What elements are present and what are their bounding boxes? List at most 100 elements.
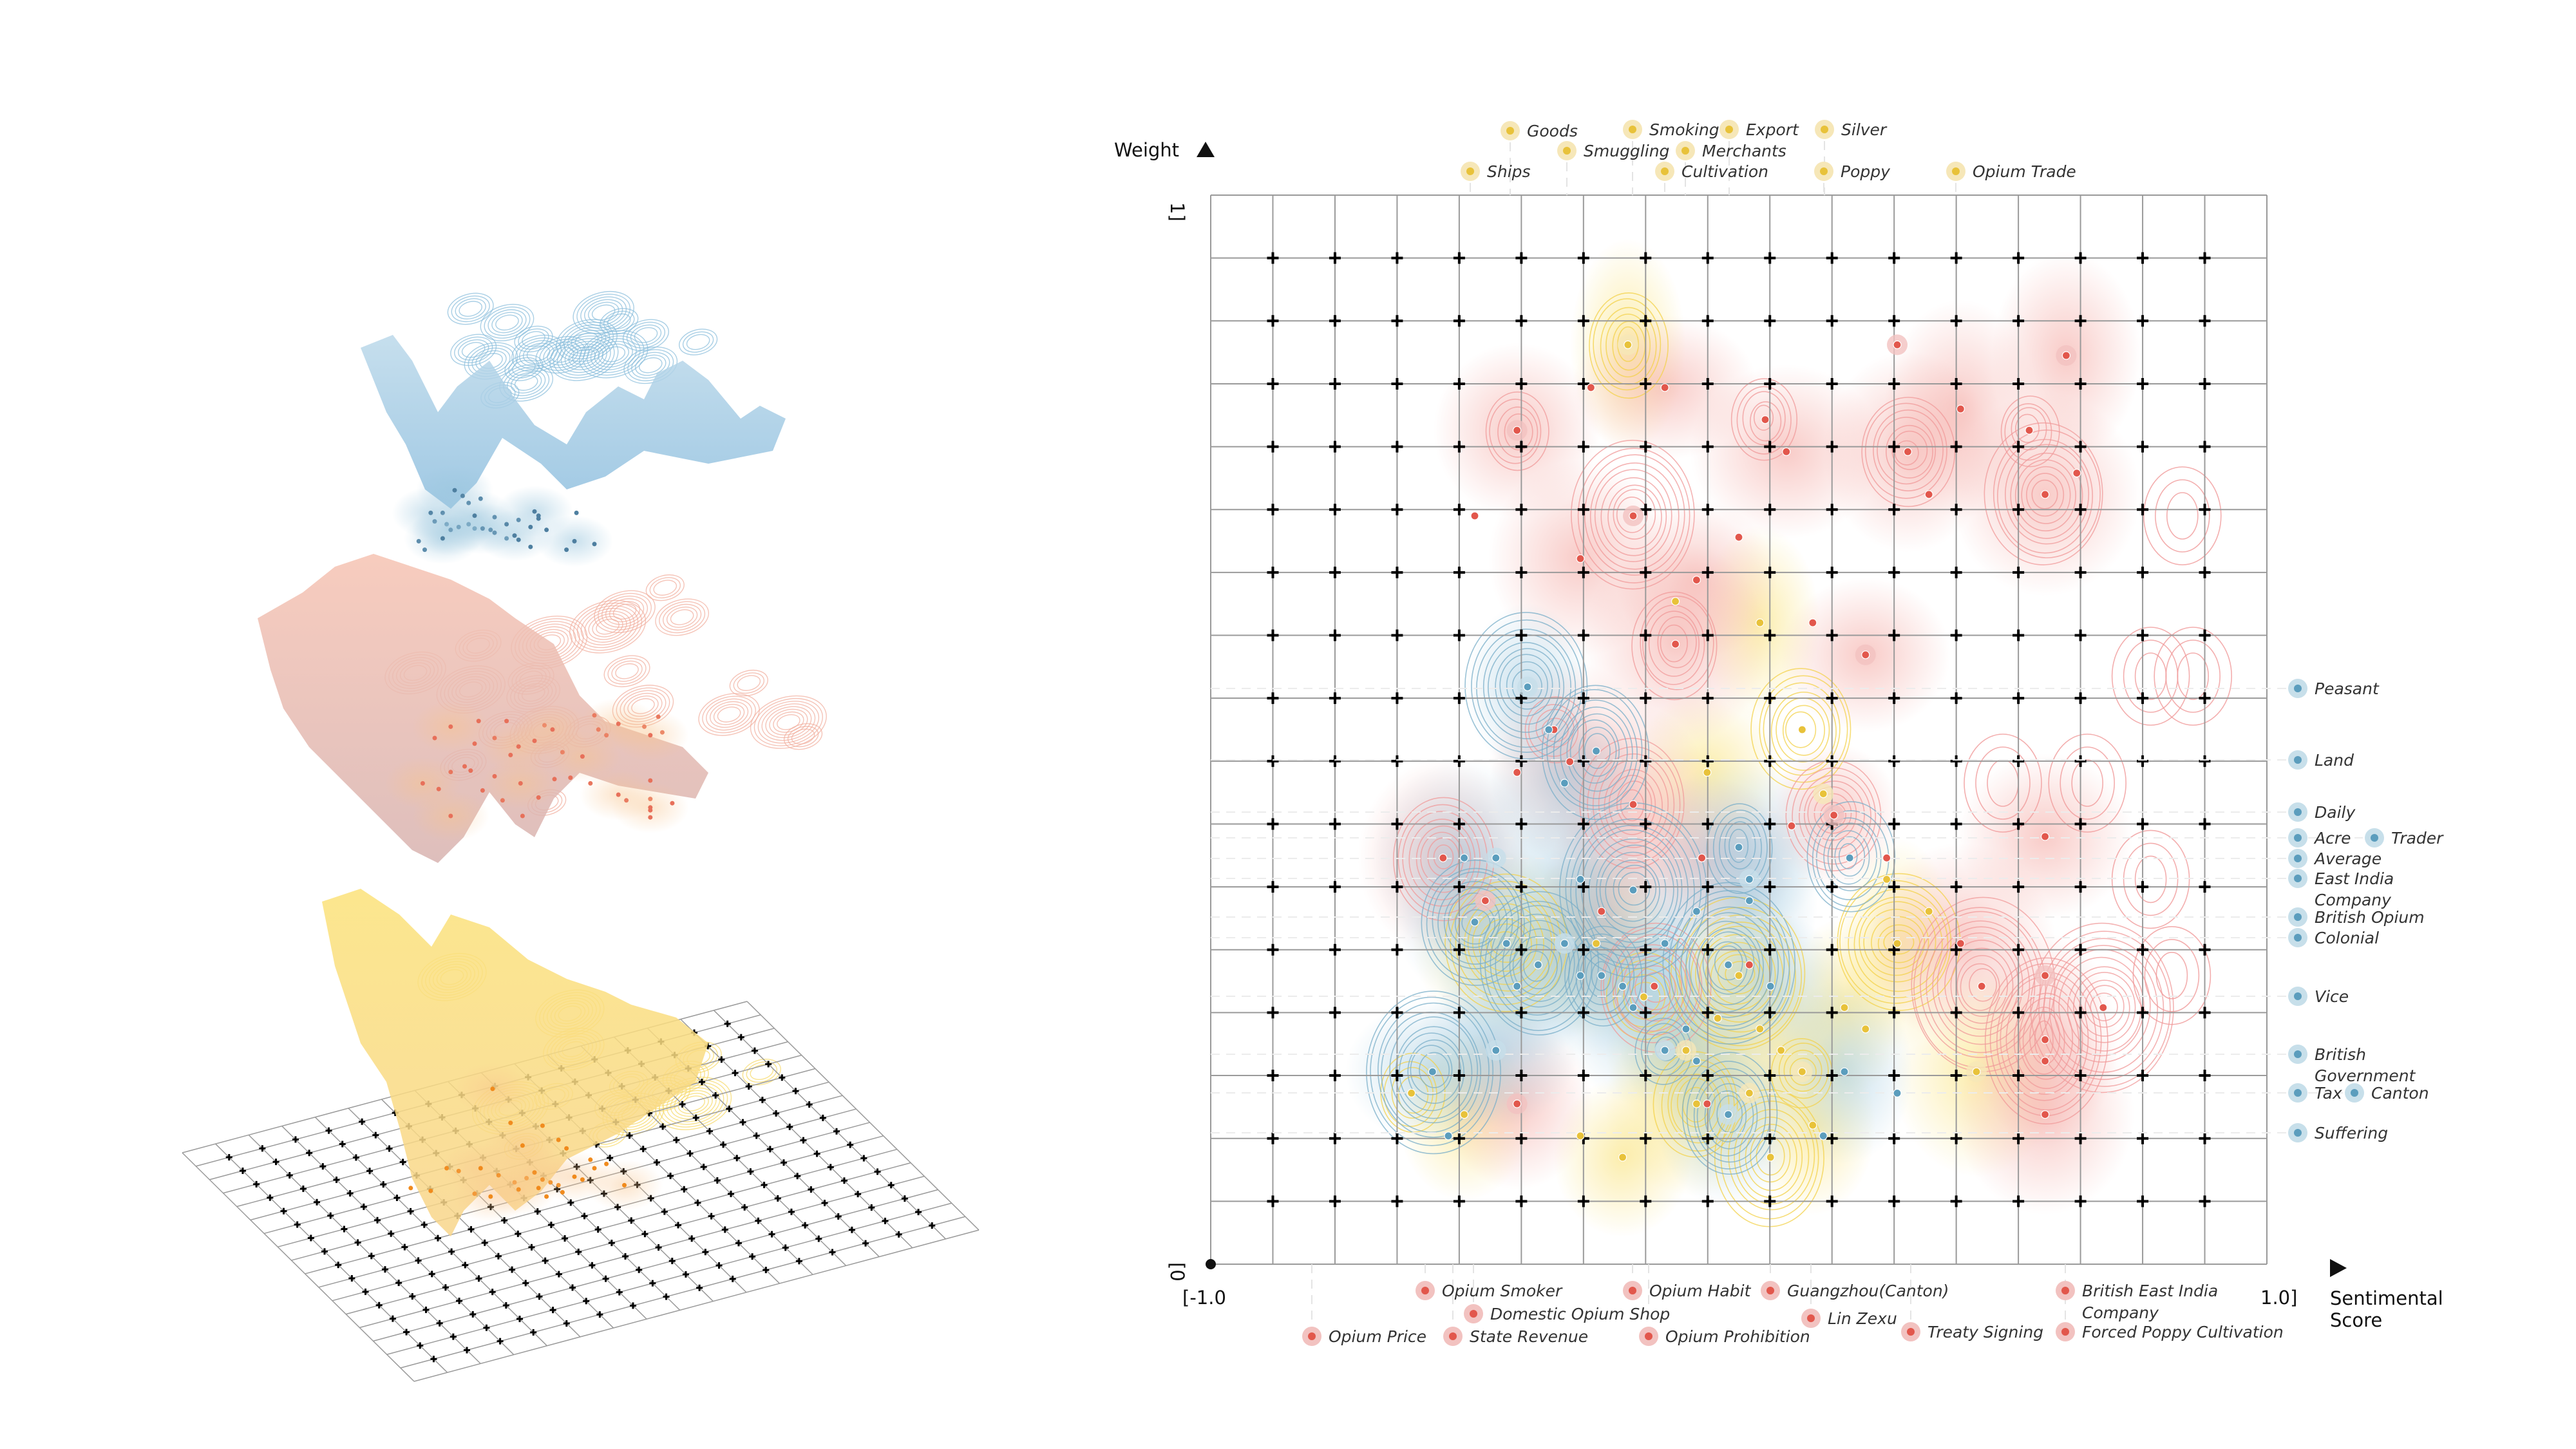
red-contour-ring (1603, 927, 1703, 1043)
red-inset-contour-ring (791, 728, 815, 744)
legend-bottom-item-label: Lin Zexu (1828, 1309, 1897, 1328)
blue-point (1681, 1025, 1690, 1034)
blue-inset-contour-ring (488, 309, 527, 336)
blue-inset-contour-ring (560, 341, 607, 374)
grid-cross-icon (1640, 252, 1652, 264)
grid-cross-icon (1267, 629, 1279, 641)
red-contour-ring (1956, 954, 2008, 1018)
red-contour-ring (1993, 429, 2101, 558)
red-point (1787, 821, 1796, 831)
yellow-point (1756, 1025, 1765, 1034)
red-contour-ring (2005, 444, 2090, 545)
yellow-inset-point (488, 1194, 493, 1199)
inset-grid-cross-icon (622, 1253, 629, 1260)
grid-cross-icon (2012, 629, 2025, 641)
blue-point (1692, 907, 1701, 916)
grid-cross-icon (1950, 566, 1962, 578)
grid-cross-icon (1826, 504, 1838, 516)
yellow-contour-ring (1853, 896, 1943, 992)
grid-cross-icon (2137, 692, 2149, 705)
grid-cross-icon (2199, 692, 2211, 705)
grid-cross-icon (1577, 943, 1589, 956)
grid-cross-icon (2137, 818, 2149, 830)
grid-cross-icon (1888, 818, 1900, 830)
legend-right-item-dot-icon (2294, 834, 2302, 842)
yellow-contour-ring (1397, 1075, 1429, 1114)
blue-contour-ring (1490, 905, 1586, 1021)
blue-inset-point (440, 536, 445, 541)
inset-grid-cross-icon (821, 1199, 828, 1206)
grid-cross-icon (1515, 315, 1528, 327)
red-inset-contour-ring (576, 605, 639, 649)
legend-right-item-dot-icon (2294, 855, 2302, 862)
grid-cross-icon (1764, 818, 1776, 830)
blue-inset-point (516, 537, 521, 542)
red-point (1481, 896, 1490, 905)
blue-point (1470, 918, 1479, 927)
grid-cross-icon (1764, 1007, 1776, 1019)
red-point (1830, 811, 1839, 820)
yellow-inset-contour-ring (677, 1092, 709, 1114)
yellow-inset-point (622, 1182, 627, 1188)
grid-cross-icon (1826, 629, 1838, 641)
inset-grid-cross-icon (887, 1182, 895, 1189)
blue-inset-point (544, 527, 549, 533)
blue-contour-ring (1689, 920, 1764, 1013)
inset-grid-cross-icon (542, 1257, 549, 1264)
data-points (1407, 334, 2108, 1162)
inset-grid-cross-icon (655, 1244, 662, 1251)
inset-grid-cross-icon (563, 1320, 570, 1327)
red-point (1808, 618, 1817, 627)
inset-grid-cross-icon (589, 1262, 596, 1269)
yellow-inset-point (428, 1188, 433, 1193)
blue-contour-ring (1399, 1032, 1464, 1112)
grid-cross-icon (1764, 440, 1776, 453)
grid-cross-icon (2199, 377, 2211, 390)
blue-inset-contour-ring (556, 319, 618, 362)
blue-point (1597, 971, 1606, 980)
inset-grid-cross-icon (462, 1262, 469, 1269)
inset-grid-cross-icon (372, 1132, 379, 1139)
blue-point (1492, 853, 1501, 862)
grid-lines (1210, 194, 2268, 1265)
inset-grid-line (314, 1117, 547, 1347)
blue-inset-contour-ring (600, 308, 639, 335)
blue-inset-contour-ring (576, 294, 631, 332)
blue-inset-contour-ring (579, 330, 649, 379)
legend-bottom-item-label: Opium Prohibition (1665, 1327, 1810, 1346)
grid-cross-icon (1453, 377, 1465, 390)
red-point (1629, 800, 1638, 809)
legend-top-item-dot-icon (1952, 167, 1960, 175)
red-contour-ring (1524, 696, 1587, 764)
inset-grid-cross-icon (728, 1190, 734, 1197)
grid-cross-icon (1640, 818, 1652, 830)
inset-grid-cross-icon (833, 1128, 840, 1135)
legend-bottom-item-label: British East India (2082, 1282, 2218, 1300)
grid-cross-icon (2074, 504, 2087, 516)
grid-cross-icon (1701, 818, 1714, 830)
yellow-contour-ring (1710, 950, 1765, 1005)
grid-cross-icon (1329, 504, 1341, 516)
yellow-point (1766, 1153, 1775, 1162)
blue-inset-contour-ring (447, 292, 494, 325)
inset-grid-cross-icon (360, 1203, 367, 1210)
blue-inset-contour-ring (607, 313, 631, 330)
red-inset-point (580, 754, 585, 759)
grid-cross-icon (1391, 315, 1403, 327)
inset-grid-cross-icon (714, 1177, 721, 1184)
inset-grid-line (332, 1148, 898, 1302)
inset-grid-cross-icon (401, 1244, 408, 1251)
red-point (2041, 490, 2050, 499)
red-contour-ring (2038, 931, 2171, 1087)
inset-grid-cross-icon (306, 1150, 313, 1157)
red-contour-ring (1660, 624, 1688, 663)
blue-inset-contour-ring (514, 325, 553, 353)
grid-cross-icon (1453, 692, 1465, 705)
red-contour-ring (1485, 391, 1549, 471)
grid-cross-icon (1950, 692, 1962, 705)
yellow-contour-ring (1782, 705, 1825, 756)
red-point (2041, 832, 2050, 841)
legend-right-item-label: Peasant (2315, 679, 2380, 698)
grid-cross-icon (1267, 440, 1279, 453)
